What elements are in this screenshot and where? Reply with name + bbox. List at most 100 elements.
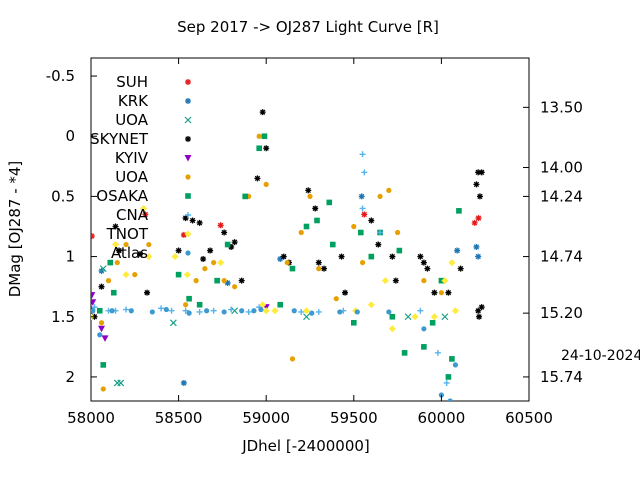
legend-marker (185, 250, 191, 256)
data-point (473, 243, 480, 250)
data-point (231, 307, 239, 315)
x-tick-label: 59500 (330, 409, 378, 427)
data-point (112, 223, 119, 230)
data-point (291, 308, 297, 314)
data-point (221, 278, 227, 284)
data-point (368, 253, 375, 260)
data-point (221, 309, 227, 315)
data-point (326, 199, 333, 206)
legend-label: UOA (115, 168, 149, 186)
data-point (309, 310, 315, 316)
data-point (457, 265, 464, 272)
data-point (314, 217, 320, 224)
data-point (337, 309, 343, 315)
plot-area (90, 57, 530, 402)
data-point (443, 379, 450, 386)
data-point (144, 289, 151, 296)
data-point (438, 277, 445, 284)
legend-marker (185, 193, 191, 199)
data-point (475, 215, 482, 222)
y-tick-label: 2 (65, 368, 75, 386)
data-point (261, 133, 268, 140)
data-point (388, 325, 396, 333)
data-point (137, 251, 144, 258)
data-point (228, 306, 235, 313)
data-point (424, 265, 431, 272)
data-point (312, 205, 319, 212)
legend-marker (184, 155, 192, 162)
data-point (315, 308, 322, 315)
data-point (207, 247, 214, 254)
y2-tick-label: 14.74 (540, 248, 583, 266)
data-point (305, 187, 312, 194)
y2-tick-label: 15.20 (540, 304, 583, 322)
data-point (128, 308, 134, 314)
data-point (358, 193, 365, 200)
data-point (100, 362, 107, 368)
data-point (259, 109, 266, 116)
legend-label: UOA (115, 111, 149, 129)
data-point (411, 313, 419, 321)
data-point (256, 133, 262, 139)
data-point (298, 308, 305, 315)
series-suh (91, 211, 482, 240)
data-point (231, 239, 238, 246)
data-point (421, 344, 427, 350)
data-point (377, 229, 384, 236)
data-point (193, 278, 199, 284)
data-point (303, 313, 310, 321)
data-point (302, 307, 310, 315)
data-point (359, 205, 366, 212)
data-point (431, 289, 438, 296)
data-point (389, 313, 396, 320)
data-point (478, 304, 485, 311)
y-tick-label: 1.5 (51, 308, 75, 326)
data-point (232, 284, 238, 290)
data-point (429, 319, 436, 326)
data-point (91, 308, 96, 314)
x-tick-label: 60500 (505, 409, 553, 427)
data-point (420, 259, 427, 266)
data-point (107, 259, 114, 266)
data-point (196, 308, 203, 315)
data-point (430, 313, 438, 321)
y2-tick-label: 15.74 (540, 368, 583, 386)
data-point (110, 289, 117, 296)
data-point (238, 277, 245, 284)
data-point (445, 374, 452, 380)
data-point (438, 290, 444, 296)
chart-title: Sep 2017 -> OJ287 Light Curve [R] (177, 18, 439, 36)
data-point (146, 241, 152, 248)
legend-label: OSAKA (96, 187, 148, 205)
x-tick-label: 58000 (67, 409, 115, 427)
data-point (186, 295, 192, 302)
legend-marker (185, 212, 191, 218)
data-point (142, 211, 149, 218)
data-point (239, 308, 245, 314)
data-point (117, 379, 125, 387)
data-point (211, 259, 217, 266)
data-point (451, 307, 459, 315)
legend-marker (184, 116, 192, 124)
data-point (182, 215, 189, 222)
data-point (171, 253, 179, 261)
data-point (186, 310, 192, 316)
data-point (98, 283, 105, 290)
series-atlas (91, 306, 459, 401)
data-point (245, 308, 252, 315)
data-point (392, 277, 399, 284)
data-point (333, 296, 339, 302)
axes: 58000 58500 59000 59500 60000 60500 -0.5 0 0.5 1 1… (46, 58, 583, 427)
data-point (242, 193, 248, 200)
x-tick-label: 59000 (242, 409, 290, 427)
data-point (263, 145, 270, 152)
data-point (298, 229, 304, 236)
data-point (396, 247, 403, 254)
series-tnot (91, 204, 459, 333)
data-point (98, 320, 105, 326)
data-point (96, 307, 103, 314)
data-point (417, 307, 424, 314)
data-point (475, 307, 482, 314)
legend-marker (185, 79, 191, 85)
